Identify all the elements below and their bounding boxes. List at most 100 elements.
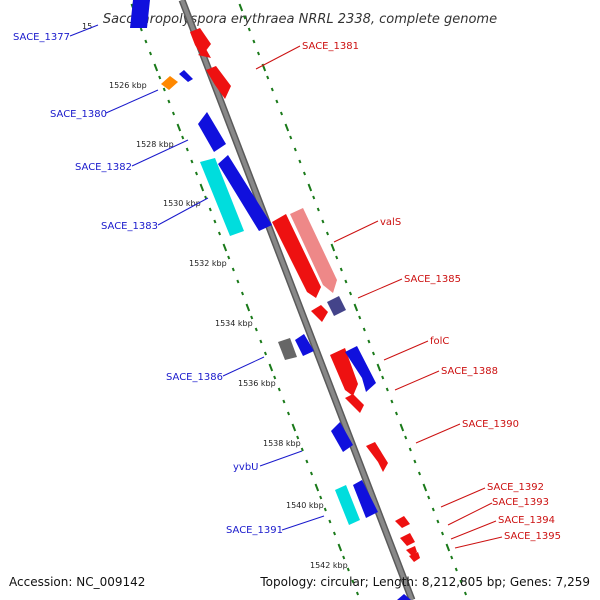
tick-mark (167, 99, 171, 104)
tick-mark (371, 351, 376, 356)
gene-block (400, 533, 415, 546)
tick-mark (153, 63, 159, 72)
gene-block (161, 76, 178, 90)
gene-label[interactable]: SACE_1388 (441, 366, 498, 377)
gene-block (295, 334, 314, 356)
tick-mark (243, 15, 247, 20)
gene-block (395, 516, 410, 528)
tick-label: 1534 kbp (215, 319, 253, 328)
tick-label: 1536 kbp (238, 379, 276, 388)
tick-mark (250, 315, 254, 320)
tick-mark (332, 531, 337, 536)
tick-mark (302, 171, 307, 176)
tick-mark (427, 495, 431, 500)
gene-block (366, 442, 388, 472)
tick-mark (199, 183, 205, 192)
gene-label[interactable]: SACE_1385 (404, 274, 461, 285)
tick-mark (445, 543, 451, 552)
gene-label[interactable]: SACE_1390 (462, 419, 519, 430)
genome-backbone (178, 0, 416, 600)
tick-mark (305, 459, 309, 464)
gene-block (353, 480, 378, 518)
tick-mark (222, 243, 228, 252)
gene-label[interactable]: SACE_1393 (492, 497, 549, 508)
tick-mark (268, 363, 274, 372)
tick-mark (275, 99, 279, 104)
tick-mark (247, 27, 251, 32)
tick-label: 1540 kbp (286, 501, 324, 510)
tick-mark (277, 387, 281, 392)
gene-block (345, 394, 364, 413)
gene-label[interactable]: valS (380, 217, 401, 228)
tick-label: 1538 kbp (263, 439, 301, 448)
tick-mark (240, 291, 245, 296)
tick-mark (296, 435, 300, 440)
gene-label[interactable]: folC (430, 336, 449, 347)
tick-mark (144, 39, 148, 44)
tick-mark (381, 375, 385, 380)
gene-block (290, 208, 337, 293)
tick-mark (385, 387, 389, 392)
gene-labels-plus: SACE_1381 valS SACE_1385 folC SACE_1388 … (302, 41, 561, 542)
gene-block (406, 546, 417, 556)
gene-block (190, 28, 211, 56)
tick-mark (217, 231, 222, 236)
tick-mark (185, 147, 189, 152)
gene-block (330, 348, 358, 396)
gene-block (409, 552, 420, 562)
tick-mark (139, 27, 143, 32)
tick-mark (291, 423, 297, 432)
tick-mark (436, 519, 440, 524)
gene-block (331, 422, 353, 452)
tick-label: 1532 kbp (189, 259, 227, 268)
tick-mark (270, 87, 274, 92)
gene-label[interactable]: SACE_1380 (50, 109, 107, 120)
gene-labels-minus: SACE_1377 SACE_1380 SACE_1382 SACE_1383 … (13, 32, 283, 536)
tick-mark (312, 195, 316, 200)
gene-label[interactable]: SACE_1394 (498, 515, 555, 526)
tick-labels: 15 1526 kbp 1528 kbp 1530 kbp 1532 kbp 1… (82, 22, 348, 570)
gene-label[interactable]: SACE_1386 (166, 372, 223, 383)
gene-block (130, 0, 150, 28)
gene-label[interactable]: yvbU (233, 462, 259, 473)
tick-mark (413, 459, 417, 464)
tick-mark (266, 75, 270, 80)
tick-mark (450, 555, 454, 560)
gene-label[interactable]: SACE_1381 (302, 41, 359, 52)
tick-mark (348, 291, 353, 296)
tick-mark (298, 159, 302, 164)
gene-block (397, 594, 411, 600)
tick-mark (279, 111, 284, 116)
gene-label[interactable]: SACE_1377 (13, 32, 70, 43)
gene-label[interactable]: SACE_1382 (75, 162, 132, 173)
gene-label[interactable]: SACE_1395 (504, 531, 561, 542)
tick-mark (459, 579, 463, 584)
tick-mark (362, 327, 366, 332)
tick-mark (194, 171, 199, 176)
tick-mark (342, 555, 346, 560)
gene-block (218, 155, 272, 231)
tick-mark (346, 567, 350, 572)
tick-label: 1530 kbp (163, 199, 201, 208)
tick-mark (236, 279, 240, 284)
tick-mark (394, 411, 399, 416)
tick-mark (284, 123, 290, 132)
map-title: Saccharopolyspora erythraea NRRL 2338, c… (103, 12, 497, 27)
tick-label: 1528 kbp (136, 140, 174, 149)
tick-mark (337, 543, 343, 552)
tick-mark (238, 3, 244, 12)
tick-mark (314, 483, 320, 492)
tick-mark (399, 423, 405, 432)
gene-label[interactable]: SACE_1391 (226, 525, 283, 536)
tick-mark (440, 531, 445, 536)
tick-mark (176, 123, 182, 132)
gene-label[interactable]: SACE_1383 (101, 221, 158, 232)
gene-block (272, 214, 321, 298)
tick-mark (273, 375, 277, 380)
tick-tracks (130, 3, 468, 596)
gene-label[interactable]: SACE_1392 (487, 482, 544, 493)
tick-mark (328, 519, 332, 524)
tick-mark (408, 447, 412, 452)
tick-mark (404, 435, 408, 440)
